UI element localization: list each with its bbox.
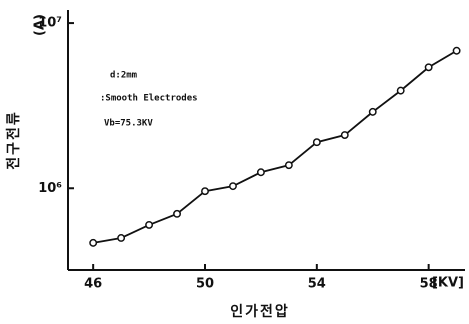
annotation: d:2mm: [110, 71, 138, 81]
point: [424, 63, 433, 72]
point: [368, 107, 377, 116]
y-unit: (A): [33, 14, 48, 36]
line: [93, 49, 458, 244]
point: [145, 220, 154, 229]
point: [229, 182, 237, 191]
point: [340, 131, 349, 139]
x-tick-label: 58: [420, 277, 438, 292]
y-axis-label: 전구전류: [5, 110, 22, 170]
point: [284, 161, 293, 170]
x-axis-label: 인가전압: [230, 303, 290, 320]
point: [173, 209, 181, 218]
point: [256, 168, 265, 177]
point: [312, 138, 321, 147]
point: [201, 187, 209, 196]
point: [396, 86, 405, 95]
y-tick-label: 10⁷: [38, 16, 62, 31]
point: [452, 46, 461, 55]
y-tick-label: 10⁶: [38, 181, 62, 196]
annotation: Vb=75.3KV: [104, 119, 153, 129]
x-unit: [KV]: [432, 276, 464, 291]
x-tick-label: 54: [308, 277, 326, 292]
x-tick-label: 50: [196, 277, 214, 292]
annotation: :Smooth Electrodes: [100, 94, 198, 104]
point: [89, 238, 98, 247]
x-tick-label: 46: [84, 277, 102, 292]
point: [117, 234, 126, 242]
